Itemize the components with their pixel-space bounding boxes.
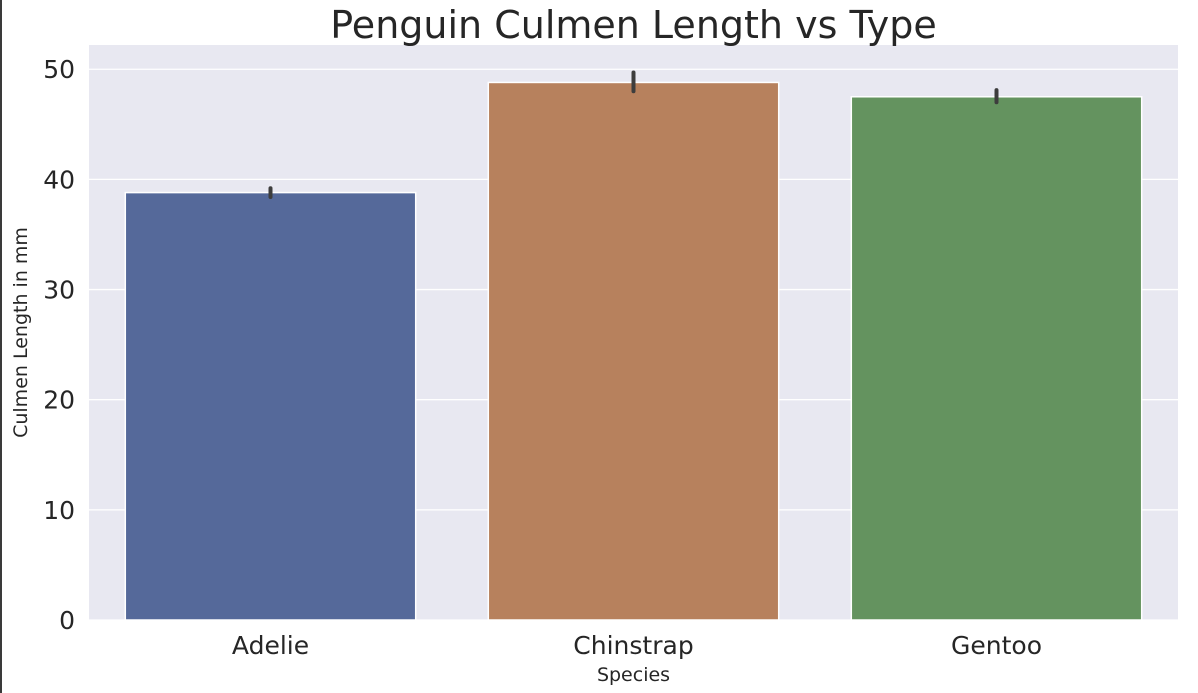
y-tick-label: 30 [43,276,75,305]
y-tick-label: 20 [43,386,75,415]
bars [124,81,1143,621]
x-axis-label: Species [597,664,670,686]
chart-title: Penguin Culmen Length vs Type [330,3,936,47]
y-axis-label: Culmen Length in mm [10,227,32,438]
x-tick-label-gentoo: Gentoo [951,631,1042,660]
bar-gentoo [850,96,1143,621]
x-tick-label-chinstrap: Chinstrap [573,631,693,660]
y-tick-label: 50 [43,55,75,84]
bar-adelie [124,191,417,621]
error-bars [268,70,999,200]
y-axis-ticks: 0 10 20 30 40 50 [43,55,75,635]
bar-chinstrap [487,81,780,621]
x-axis-ticks: Adelie Chinstrap Gentoo [232,631,1042,660]
y-tick-label: 40 [43,165,75,194]
y-tick-label: 0 [59,606,75,635]
y-tick-label: 10 [43,496,75,525]
x-tick-label-adelie: Adelie [232,631,309,660]
